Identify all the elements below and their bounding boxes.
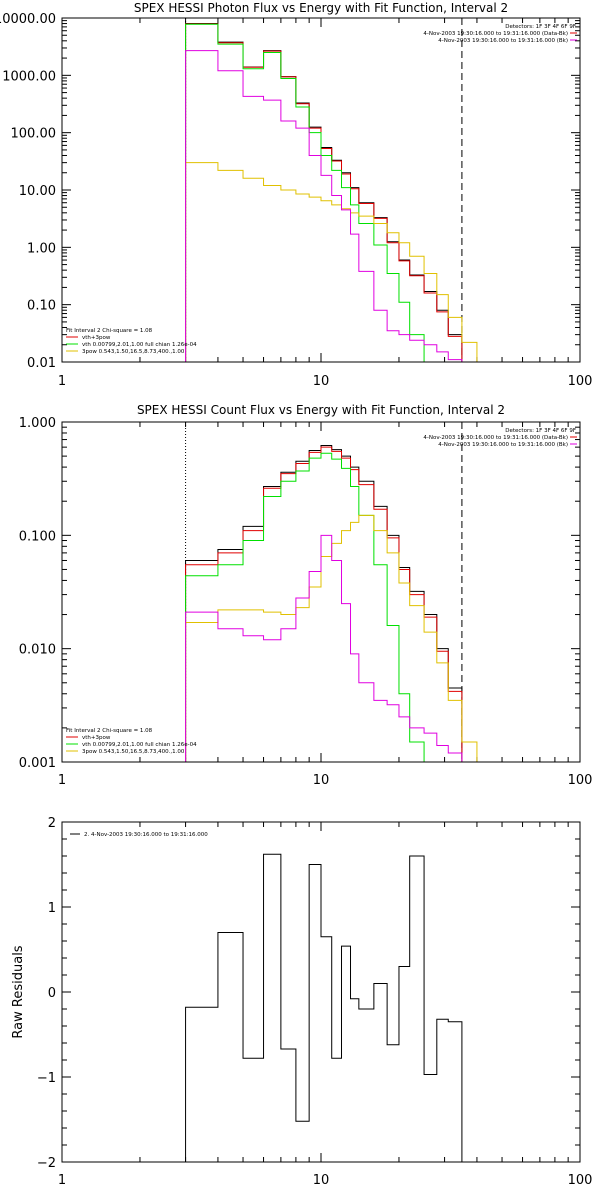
x-tick-label: 100 <box>568 1173 593 1188</box>
y-tick-label: 0.001 <box>19 756 56 771</box>
y-axis-label: Raw Residuals <box>11 945 26 1038</box>
legend-title: Fit Interval 2 Chi-square = 1.08 <box>66 728 153 734</box>
chart-title: SPEX HESSI Photon Flux vs Energy with Fi… <box>134 1 508 15</box>
legend-title: Fit Interval 2 Chi-square = 1.08 <box>66 328 153 334</box>
y-tick-label: 100.00 <box>11 127 57 142</box>
y-tick-label: 1.00 <box>27 241 56 256</box>
y-tick-label: 10.00 <box>19 184 56 199</box>
y-tick-label: 0 <box>48 986 56 1001</box>
info-line: Detectors: 1F 3F 4F 6F 9F <box>505 24 576 30</box>
data-layer <box>185 23 478 362</box>
legend-label: vth+3pow <box>82 335 111 341</box>
x-tick-label: 10 <box>313 773 330 788</box>
x-tick-label: 100 <box>568 773 593 788</box>
info-line: 4-Nov-2003 19:30:16.000 to 19:31:16.000 … <box>423 435 568 441</box>
y-axis-ticks: 2 1 0 −1 −2 <box>37 816 580 1171</box>
legend-label: vth 0.00799,2.01,1.00 full chian 1.26e-0… <box>82 342 197 348</box>
series-3pow-line <box>185 514 478 762</box>
x-tick-label: 1 <box>58 1173 66 1188</box>
info-block: Detectors: 1F 3F 4F 6F 9F4-Nov-2003 19:3… <box>423 24 577 44</box>
legend-label: vth 0.00799,2.01,1.00 full chian 1.26e-0… <box>82 742 197 748</box>
info-block: Detectors: 1F 3F 4F 6F 9F4-Nov-2003 19:3… <box>423 428 577 448</box>
y-tick-label: 0.10 <box>27 299 56 314</box>
x-tick-label: 1 <box>58 374 66 389</box>
y-tick-label: 10000.00 <box>0 12 56 27</box>
legend: Fit Interval 2 Chi-square = 1.08vth+3pow… <box>66 328 197 355</box>
y-tick-label: 0.01 <box>27 356 56 371</box>
info-line: 4-Nov-2003 19:30:16.000 to 19:31:16.000 … <box>438 442 568 448</box>
series-vth-3pow-line <box>185 446 463 762</box>
x-tick-label: 1 <box>58 773 66 788</box>
x-axis-ticks: 1 10 100 <box>58 822 593 1188</box>
legend-label: 3pow 0.543,1.50,16.5,8.73,400.,1.00 <box>82 749 185 755</box>
series-vth-line <box>185 23 425 362</box>
plot-frame <box>61 17 581 363</box>
legend: 2. 4-Nov-2003 19:30:16.000 to 19:31:16.0… <box>70 832 208 838</box>
y-tick-label: 1000.00 <box>2 69 56 84</box>
series-vth-3pow-line <box>185 23 463 362</box>
info-line: Detectors: 1F 3F 4F 6F 9F <box>505 428 576 434</box>
legend-label: 3pow 0.543,1.50,16.5,8.73,400.,1.00 <box>82 349 185 355</box>
y-tick-label: 2 <box>48 816 56 831</box>
x-axis-ticks: 1 10 100 <box>58 422 593 788</box>
info-line: 4-Nov-2003 19:30:16.000 to 19:31:16.000 … <box>438 38 568 44</box>
series-total-line <box>185 23 463 362</box>
y-tick-label: 1 <box>48 901 56 916</box>
series-vth-line <box>185 452 425 762</box>
series-bkg-line <box>185 50 463 362</box>
y-tick-label: −1 <box>37 1071 56 1086</box>
series-2-4-nov-2003-19-30-16-000-to-19-31-16-000-line <box>185 853 463 1162</box>
legend-label: 2. 4-Nov-2003 19:30:16.000 to 19:31:16.0… <box>84 832 208 838</box>
plot-frame <box>61 421 581 763</box>
legend: Fit Interval 2 Chi-square = 1.08vth+3pow… <box>66 728 197 755</box>
legend-label: vth+3pow <box>82 735 111 741</box>
y-tick-label: 1.000 <box>19 416 56 431</box>
info-line: 4-Nov-2003 19:30:16.000 to 19:31:16.000 … <box>423 31 568 37</box>
y-axis-ticks: 10000.00 1000.00 100.00 10.00 1.00 0.10 0.01 <box>0 12 580 371</box>
series-bkg-line <box>185 534 463 762</box>
chart-title: SPEX HESSI Count Flux vs Energy with Fit… <box>137 403 505 417</box>
chart-panel-1: SPEX HESSI Photon Flux vs Energy with Fi… <box>0 1 592 389</box>
x-tick-label: 100 <box>568 374 593 389</box>
y-tick-label: 0.010 <box>19 643 56 658</box>
series-total-line <box>185 445 463 762</box>
data-layer <box>185 445 478 762</box>
data-layer <box>185 853 463 1162</box>
y-tick-label: 0.100 <box>19 529 56 544</box>
x-tick-label: 10 <box>313 374 330 389</box>
chart-panel-2: SPEX HESSI Count Flux vs Energy with Fit… <box>19 403 593 788</box>
y-axis-ticks: 1.000 0.100 0.010 0.001 <box>19 416 580 771</box>
y-tick-label: −2 <box>37 1156 56 1171</box>
x-tick-label: 10 <box>313 1173 330 1188</box>
plot-frame <box>61 821 581 1163</box>
